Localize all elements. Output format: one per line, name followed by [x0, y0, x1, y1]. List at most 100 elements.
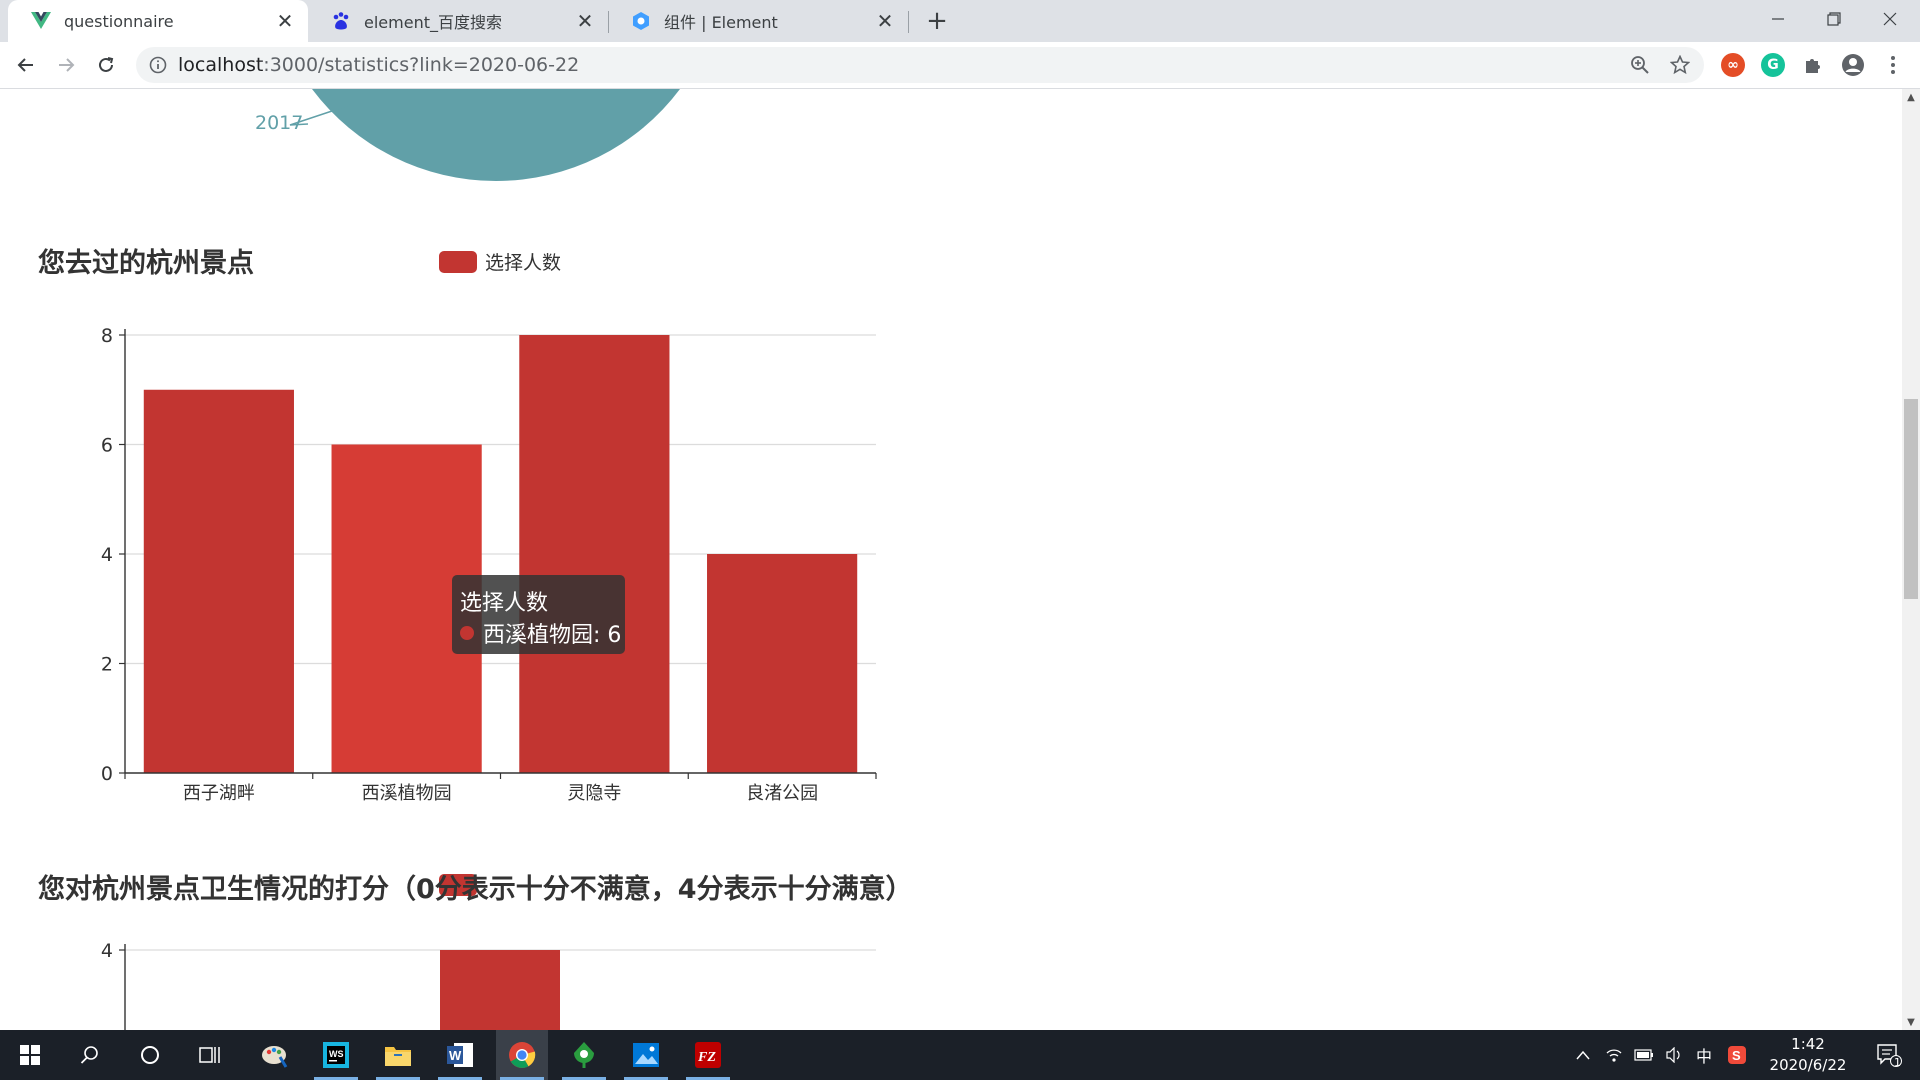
forward-button[interactable] — [50, 49, 82, 81]
tab-strip: questionnaire ✕ element_百度搜索 ✕ 组件 | Elem… — [0, 0, 1920, 42]
browser-menu-icon[interactable] — [1881, 53, 1905, 77]
minimize-button[interactable] — [1750, 0, 1806, 38]
tab-element[interactable]: 组件 | Element ✕ — [608, 0, 908, 42]
search-icon[interactable] — [64, 1030, 116, 1080]
paint-app-icon[interactable] — [248, 1030, 300, 1080]
filezilla-app-icon[interactable]: FZ — [682, 1030, 734, 1080]
volume-icon[interactable] — [1660, 1030, 1688, 1080]
tooltip-title: 选择人数 — [460, 591, 549, 616]
close-tab-icon[interactable]: ✕ — [876, 9, 894, 33]
running-indicator — [438, 1077, 482, 1080]
running-indicator — [376, 1077, 420, 1080]
sourcetree-app-icon[interactable] — [558, 1030, 610, 1080]
bar[interactable] — [707, 554, 858, 773]
scroll-down-arrow[interactable]: ▼ — [1907, 1016, 1915, 1028]
close-tab-icon[interactable]: ✕ — [576, 9, 594, 33]
y-tick-label: 4 — [101, 544, 113, 566]
back-button[interactable] — [10, 49, 42, 81]
running-indicator — [624, 1077, 668, 1080]
close-window-button[interactable] — [1862, 0, 1918, 38]
extensions-puzzle-icon[interactable] — [1801, 53, 1825, 77]
tooltip-value: 西溪植物园: 6 — [483, 623, 622, 648]
running-indicator — [562, 1077, 606, 1080]
page-content: 2017 您去过的杭州景点 选择人数 0 2 4 6 8 西子湖畔 西溪植物园 灵隐寺 良渚公园… — [0, 89, 1902, 1030]
bar-chart-scenic-spots: 0 2 4 6 8 西子湖畔 西溪植物园 灵隐寺 良渚公园 — [101, 325, 877, 804]
windows-start-icon[interactable] — [4, 1030, 56, 1080]
tab-divider — [908, 11, 909, 33]
word-app-icon[interactable]: W — [434, 1030, 486, 1080]
page-scrollbar[interactable]: ▲ ▼ — [1902, 89, 1920, 1030]
clock-date: 2020/6/22 — [1769, 1056, 1847, 1074]
task-view-icon[interactable] — [184, 1030, 236, 1080]
legend-swatch — [439, 874, 477, 896]
file-explorer-icon[interactable] — [372, 1030, 424, 1080]
pie-slice[interactable] — [312, 89, 680, 181]
svg-text:S: S — [1732, 1048, 1741, 1063]
tooltip-marker — [460, 626, 474, 640]
notification-count: 1 — [1894, 1056, 1901, 1069]
photos-app-icon[interactable] — [620, 1030, 672, 1080]
svg-text:FZ: FZ — [697, 1050, 716, 1065]
scroll-up-arrow[interactable]: ▲ — [1907, 91, 1915, 103]
running-indicator — [500, 1077, 544, 1080]
new-tab-button[interactable]: + — [926, 6, 948, 36]
x-tick-label: 良渚公园 — [746, 783, 818, 804]
zoom-icon[interactable] — [1628, 53, 1652, 77]
webstorm-app-icon[interactable]: WS — [310, 1030, 362, 1080]
y-tick-label: 2 — [101, 654, 113, 676]
x-tick-label: 西子湖畔 — [183, 783, 255, 804]
baidu-paw-icon — [330, 10, 352, 32]
show-hidden-icons-icon[interactable] — [1568, 1030, 1598, 1080]
y-tick-label: 4 — [101, 940, 113, 962]
bar[interactable] — [440, 950, 560, 1030]
svg-text:WS: WS — [329, 1049, 344, 1059]
chart-title: 您去过的杭州景点 — [38, 248, 254, 279]
close-tab-icon[interactable]: ✕ — [276, 9, 294, 33]
site-info-icon[interactable] — [148, 55, 168, 75]
running-indicator — [686, 1077, 730, 1080]
chrome-app-icon[interactable] — [496, 1030, 548, 1080]
ime-indicator[interactable]: 中 — [1695, 1047, 1712, 1066]
url-path: :3000/statistics?link=2020-06-22 — [263, 54, 580, 76]
scrollbar-thumb[interactable] — [1904, 399, 1918, 599]
network-icon[interactable] — [1600, 1030, 1628, 1080]
y-tick-label: 8 — [101, 325, 113, 347]
extension-infinity-icon[interactable]: ∞ — [1721, 53, 1745, 77]
restore-button[interactable] — [1806, 0, 1862, 38]
chart2-title: 您对杭州景点卫生情况的打分（0分表示十分不满意，4分表示十分满意） — [38, 874, 913, 905]
taskbar-clock[interactable]: 1:42 2020/6/22 — [1764, 1034, 1852, 1076]
tab-title: questionnaire — [64, 11, 174, 31]
reload-button[interactable] — [90, 49, 122, 81]
bar-chart-hygiene-score: 4 — [101, 940, 876, 1030]
element-logo-icon — [630, 10, 652, 32]
chart-legend[interactable]: 选择人数 — [439, 248, 561, 275]
legend-swatch — [439, 250, 477, 273]
pie-chart-fragment — [289, 89, 680, 181]
pie-label: 2017 — [255, 112, 304, 134]
extension-grammarly-icon[interactable]: G — [1761, 53, 1785, 77]
bar[interactable] — [143, 389, 294, 773]
svg-text:W: W — [449, 1048, 462, 1063]
sogou-ime-icon[interactable]: S — [1722, 1030, 1752, 1080]
tab-divider — [608, 11, 609, 33]
browser-toolbar: localhost:3000/statistics?link=2020-06-2… — [0, 42, 1920, 89]
profile-avatar-icon[interactable] — [1841, 53, 1865, 77]
address-bar[interactable]: localhost:3000/statistics?link=2020-06-2… — [136, 47, 1704, 83]
url-text: localhost:3000/statistics?link=2020-06-2… — [178, 54, 579, 76]
chart2-legend[interactable] — [439, 874, 485, 896]
battery-icon[interactable] — [1630, 1030, 1658, 1080]
cortana-icon[interactable] — [124, 1030, 176, 1080]
y-tick-label: 6 — [101, 435, 113, 457]
pie-label-line — [289, 104, 351, 126]
action-center-icon[interactable]: 1 — [1864, 1030, 1914, 1080]
tab-baidu-search[interactable]: element_百度搜索 ✕ — [308, 0, 608, 42]
vue-logo-icon — [30, 10, 52, 32]
x-tick-label: 灵隐寺 — [567, 783, 621, 804]
bar[interactable] — [519, 335, 670, 773]
tab-title: 组件 | Element — [664, 13, 778, 32]
legend-label: 选择人数 — [485, 252, 562, 274]
bookmark-star-icon[interactable] — [1668, 53, 1692, 77]
tab-questionnaire[interactable]: questionnaire ✕ — [8, 0, 308, 42]
chart-tooltip: 选择人数 西溪植物园: 6 — [452, 575, 625, 654]
tab-title: element_百度搜索 — [364, 13, 502, 32]
